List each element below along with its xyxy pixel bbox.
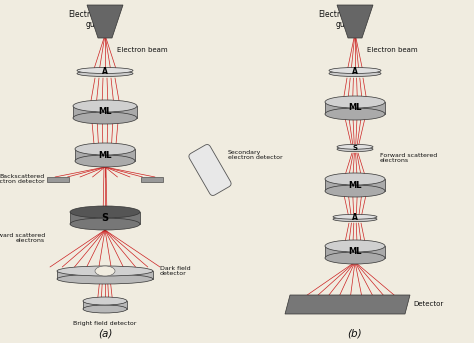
Text: ML: ML: [98, 107, 112, 117]
Text: (b): (b): [348, 328, 362, 338]
Ellipse shape: [325, 173, 385, 185]
Ellipse shape: [337, 144, 373, 149]
Text: Bright field detector: Bright field detector: [73, 321, 137, 326]
Bar: [141, 177, 163, 182]
Text: Forward scattered
electrons: Forward scattered electrons: [0, 233, 45, 244]
Text: Secondary
electron detector: Secondary electron detector: [228, 150, 283, 161]
Text: Detector: Detector: [413, 301, 443, 307]
Text: ML: ML: [348, 104, 362, 113]
Ellipse shape: [95, 266, 115, 276]
FancyBboxPatch shape: [189, 144, 231, 196]
Ellipse shape: [75, 143, 135, 155]
Ellipse shape: [83, 297, 127, 305]
Bar: [325, 179, 385, 191]
Ellipse shape: [325, 185, 385, 197]
Ellipse shape: [329, 71, 381, 76]
Polygon shape: [337, 5, 373, 38]
Bar: [325, 246, 385, 258]
Text: ML: ML: [98, 151, 112, 159]
Bar: [70, 212, 140, 224]
Bar: [325, 102, 385, 114]
Polygon shape: [87, 5, 123, 38]
Text: A: A: [352, 68, 358, 76]
Ellipse shape: [57, 274, 153, 284]
Text: Electron
gun: Electron gun: [69, 10, 100, 29]
Bar: [75, 149, 135, 161]
Text: (a): (a): [98, 328, 112, 338]
Ellipse shape: [57, 266, 153, 276]
Text: A: A: [102, 68, 108, 76]
Ellipse shape: [325, 108, 385, 120]
Text: Dark field
detector: Dark field detector: [160, 265, 191, 276]
Ellipse shape: [73, 100, 137, 112]
Text: Backscattered
electron detector: Backscattered electron detector: [0, 174, 45, 185]
Ellipse shape: [75, 155, 135, 167]
Text: Electron beam: Electron beam: [367, 47, 418, 53]
Bar: [47, 177, 69, 182]
Ellipse shape: [325, 240, 385, 252]
Ellipse shape: [329, 68, 381, 73]
Ellipse shape: [333, 214, 377, 219]
Ellipse shape: [77, 68, 133, 73]
Ellipse shape: [70, 218, 140, 230]
Ellipse shape: [333, 217, 377, 222]
Bar: [57, 271, 153, 279]
Text: Electron
gun: Electron gun: [319, 10, 350, 29]
Ellipse shape: [73, 112, 137, 124]
Text: A: A: [352, 213, 358, 223]
Text: Forward scattered
electrons: Forward scattered electrons: [380, 153, 437, 163]
Polygon shape: [285, 295, 410, 314]
Ellipse shape: [70, 206, 140, 218]
Text: ML: ML: [348, 248, 362, 257]
Ellipse shape: [83, 305, 127, 313]
Bar: [83, 301, 127, 309]
Text: Electron beam: Electron beam: [117, 47, 168, 53]
Text: S: S: [353, 145, 357, 151]
Ellipse shape: [325, 252, 385, 264]
Bar: [73, 106, 137, 118]
Ellipse shape: [77, 71, 133, 76]
Ellipse shape: [325, 96, 385, 108]
Text: S: S: [101, 213, 109, 223]
Ellipse shape: [337, 147, 373, 152]
Text: ML: ML: [348, 180, 362, 189]
